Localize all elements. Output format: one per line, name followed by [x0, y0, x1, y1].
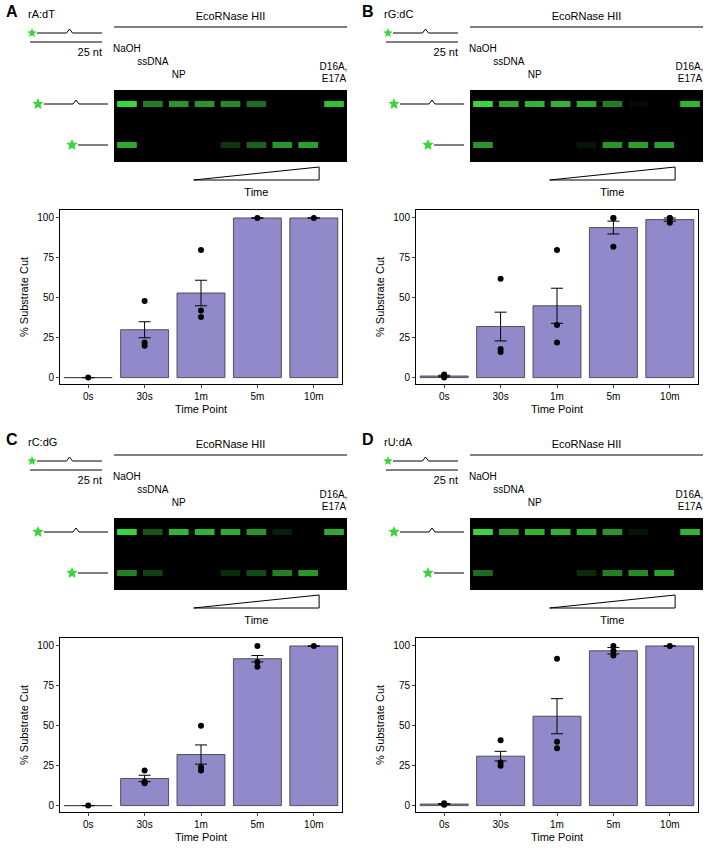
svg-text:25 nt: 25 nt [434, 474, 458, 486]
svg-text:D16A,: D16A, [676, 61, 704, 72]
svg-text:0s: 0s [83, 819, 94, 830]
svg-text:1m: 1m [550, 819, 564, 830]
svg-text:Time: Time [244, 614, 268, 626]
svg-text:rG:dC: rG:dC [384, 8, 413, 20]
svg-text:25 nt: 25 nt [434, 46, 458, 58]
svg-text:50: 50 [43, 292, 55, 303]
svg-text:25 nt: 25 nt [78, 474, 102, 486]
svg-text:75: 75 [399, 680, 411, 691]
svg-text:30s: 30s [493, 391, 509, 402]
svg-text:B: B [362, 3, 374, 20]
svg-text:% Substrate Cut: % Substrate Cut [374, 257, 386, 337]
svg-text:30s: 30s [137, 819, 153, 830]
svg-text:EcoRNase HII: EcoRNase HII [552, 438, 622, 450]
svg-text:100: 100 [37, 640, 54, 651]
svg-text:1m: 1m [194, 391, 208, 402]
svg-text:Time Point: Time Point [175, 403, 227, 415]
svg-text:75: 75 [399, 252, 411, 263]
svg-text:NP: NP [172, 497, 186, 508]
svg-text:0s: 0s [439, 819, 450, 830]
svg-text:D: D [362, 431, 374, 448]
svg-text:NaOH: NaOH [113, 43, 141, 54]
svg-text:D16A,: D16A, [676, 489, 704, 500]
svg-text:25: 25 [399, 332, 411, 343]
svg-text:100: 100 [393, 212, 410, 223]
svg-text:25: 25 [43, 332, 55, 343]
svg-text:ssDNA: ssDNA [493, 56, 524, 67]
svg-text:0: 0 [48, 372, 54, 383]
svg-text:rA:dT: rA:dT [28, 8, 55, 20]
svg-text:EcoRNase HII: EcoRNase HII [196, 438, 266, 450]
svg-text:EcoRNase HII: EcoRNase HII [196, 10, 266, 22]
svg-text:Time Point: Time Point [531, 831, 583, 843]
svg-text:NP: NP [172, 69, 186, 80]
svg-text:5m: 5m [250, 391, 264, 402]
svg-text:rU:dA: rU:dA [384, 436, 413, 448]
svg-text:100: 100 [393, 640, 410, 651]
svg-text:25 nt: 25 nt [78, 46, 102, 58]
svg-text:NP: NP [528, 69, 542, 80]
svg-text:rC:dG: rC:dG [28, 436, 57, 448]
svg-text:D16A,: D16A, [320, 61, 348, 72]
svg-text:E17A: E17A [322, 501, 347, 512]
svg-text:Time: Time [600, 186, 624, 198]
svg-text:75: 75 [43, 680, 55, 691]
svg-text:0s: 0s [83, 391, 94, 402]
svg-text:Time Point: Time Point [531, 403, 583, 415]
svg-text:% Substrate Cut: % Substrate Cut [374, 685, 386, 765]
svg-text:0s: 0s [439, 391, 450, 402]
svg-text:ssDNA: ssDNA [137, 484, 168, 495]
svg-text:5m: 5m [606, 391, 620, 402]
svg-text:25: 25 [399, 760, 411, 771]
svg-text:0: 0 [404, 800, 410, 811]
svg-text:Time: Time [600, 614, 624, 626]
svg-text:ssDNA: ssDNA [493, 484, 524, 495]
svg-text:1m: 1m [194, 819, 208, 830]
svg-text:% Substrate Cut: % Substrate Cut [18, 257, 30, 337]
svg-text:Time Point: Time Point [175, 831, 227, 843]
svg-text:75: 75 [43, 252, 55, 263]
svg-text:ssDNA: ssDNA [137, 56, 168, 67]
svg-text:A: A [6, 3, 18, 20]
svg-text:10m: 10m [660, 819, 679, 830]
svg-text:25: 25 [43, 760, 55, 771]
svg-text:NaOH: NaOH [113, 471, 141, 482]
svg-text:Time: Time [244, 186, 268, 198]
svg-text:NP: NP [528, 497, 542, 508]
svg-text:50: 50 [43, 720, 55, 731]
svg-text:1m: 1m [550, 391, 564, 402]
svg-text:0: 0 [404, 372, 410, 383]
svg-text:E17A: E17A [678, 501, 703, 512]
svg-text:C: C [6, 431, 18, 448]
svg-text:0: 0 [48, 800, 54, 811]
svg-text:30s: 30s [493, 819, 509, 830]
svg-text:5m: 5m [250, 819, 264, 830]
svg-text:50: 50 [399, 292, 411, 303]
svg-text:E17A: E17A [322, 73, 347, 84]
svg-text:30s: 30s [137, 391, 153, 402]
svg-text:10m: 10m [304, 819, 323, 830]
svg-text:NaOH: NaOH [469, 471, 497, 482]
svg-text:10m: 10m [304, 391, 323, 402]
svg-text:E17A: E17A [678, 73, 703, 84]
svg-text:NaOH: NaOH [469, 43, 497, 54]
svg-text:50: 50 [399, 720, 411, 731]
svg-text:5m: 5m [606, 819, 620, 830]
svg-text:EcoRNase HII: EcoRNase HII [552, 10, 622, 22]
svg-text:D16A,: D16A, [320, 489, 348, 500]
svg-text:10m: 10m [660, 391, 679, 402]
svg-text:% Substrate Cut: % Substrate Cut [18, 685, 30, 765]
svg-text:100: 100 [37, 212, 54, 223]
